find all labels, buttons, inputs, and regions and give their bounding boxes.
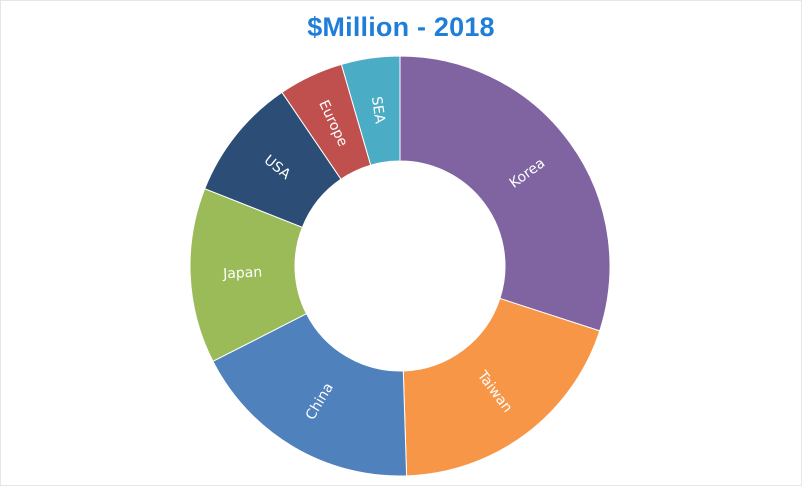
chart-title: $Million - 2018 bbox=[307, 12, 495, 42]
slice-korea bbox=[399, 55, 611, 332]
slice-label-japan: Japan bbox=[222, 265, 263, 283]
slice-taiwan bbox=[402, 297, 601, 477]
donut-slices bbox=[189, 55, 611, 477]
slice-label-sea: SEA bbox=[368, 95, 388, 125]
slice-china bbox=[212, 312, 408, 477]
slice-sea bbox=[340, 55, 401, 166]
